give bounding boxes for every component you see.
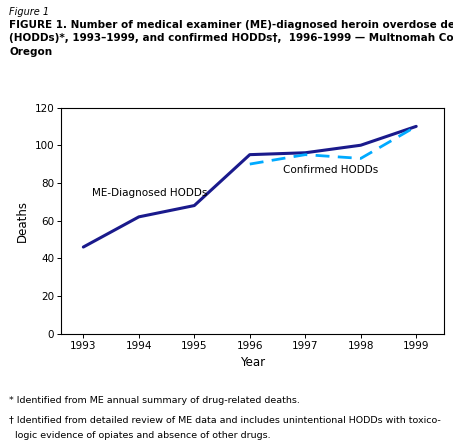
Text: logic evidence of opiates and absence of other drugs.: logic evidence of opiates and absence of… xyxy=(9,431,271,440)
Text: FIGURE 1. Number of medical examiner (ME)-diagnosed heroin overdose deaths
(HODD: FIGURE 1. Number of medical examiner (ME… xyxy=(9,20,453,56)
Y-axis label: Deaths: Deaths xyxy=(16,200,29,241)
Text: Confirmed HODDs: Confirmed HODDs xyxy=(283,165,378,175)
X-axis label: Year: Year xyxy=(240,356,265,369)
Text: ME-Diagnosed HODDs: ME-Diagnosed HODDs xyxy=(92,188,207,198)
Text: † Identified from detailed review of ME data and includes unintentional HODDs wi: † Identified from detailed review of ME … xyxy=(9,416,441,425)
Text: Figure 1: Figure 1 xyxy=(9,7,49,17)
Text: * Identified from ME annual summary of drug-related deaths.: * Identified from ME annual summary of d… xyxy=(9,396,300,405)
